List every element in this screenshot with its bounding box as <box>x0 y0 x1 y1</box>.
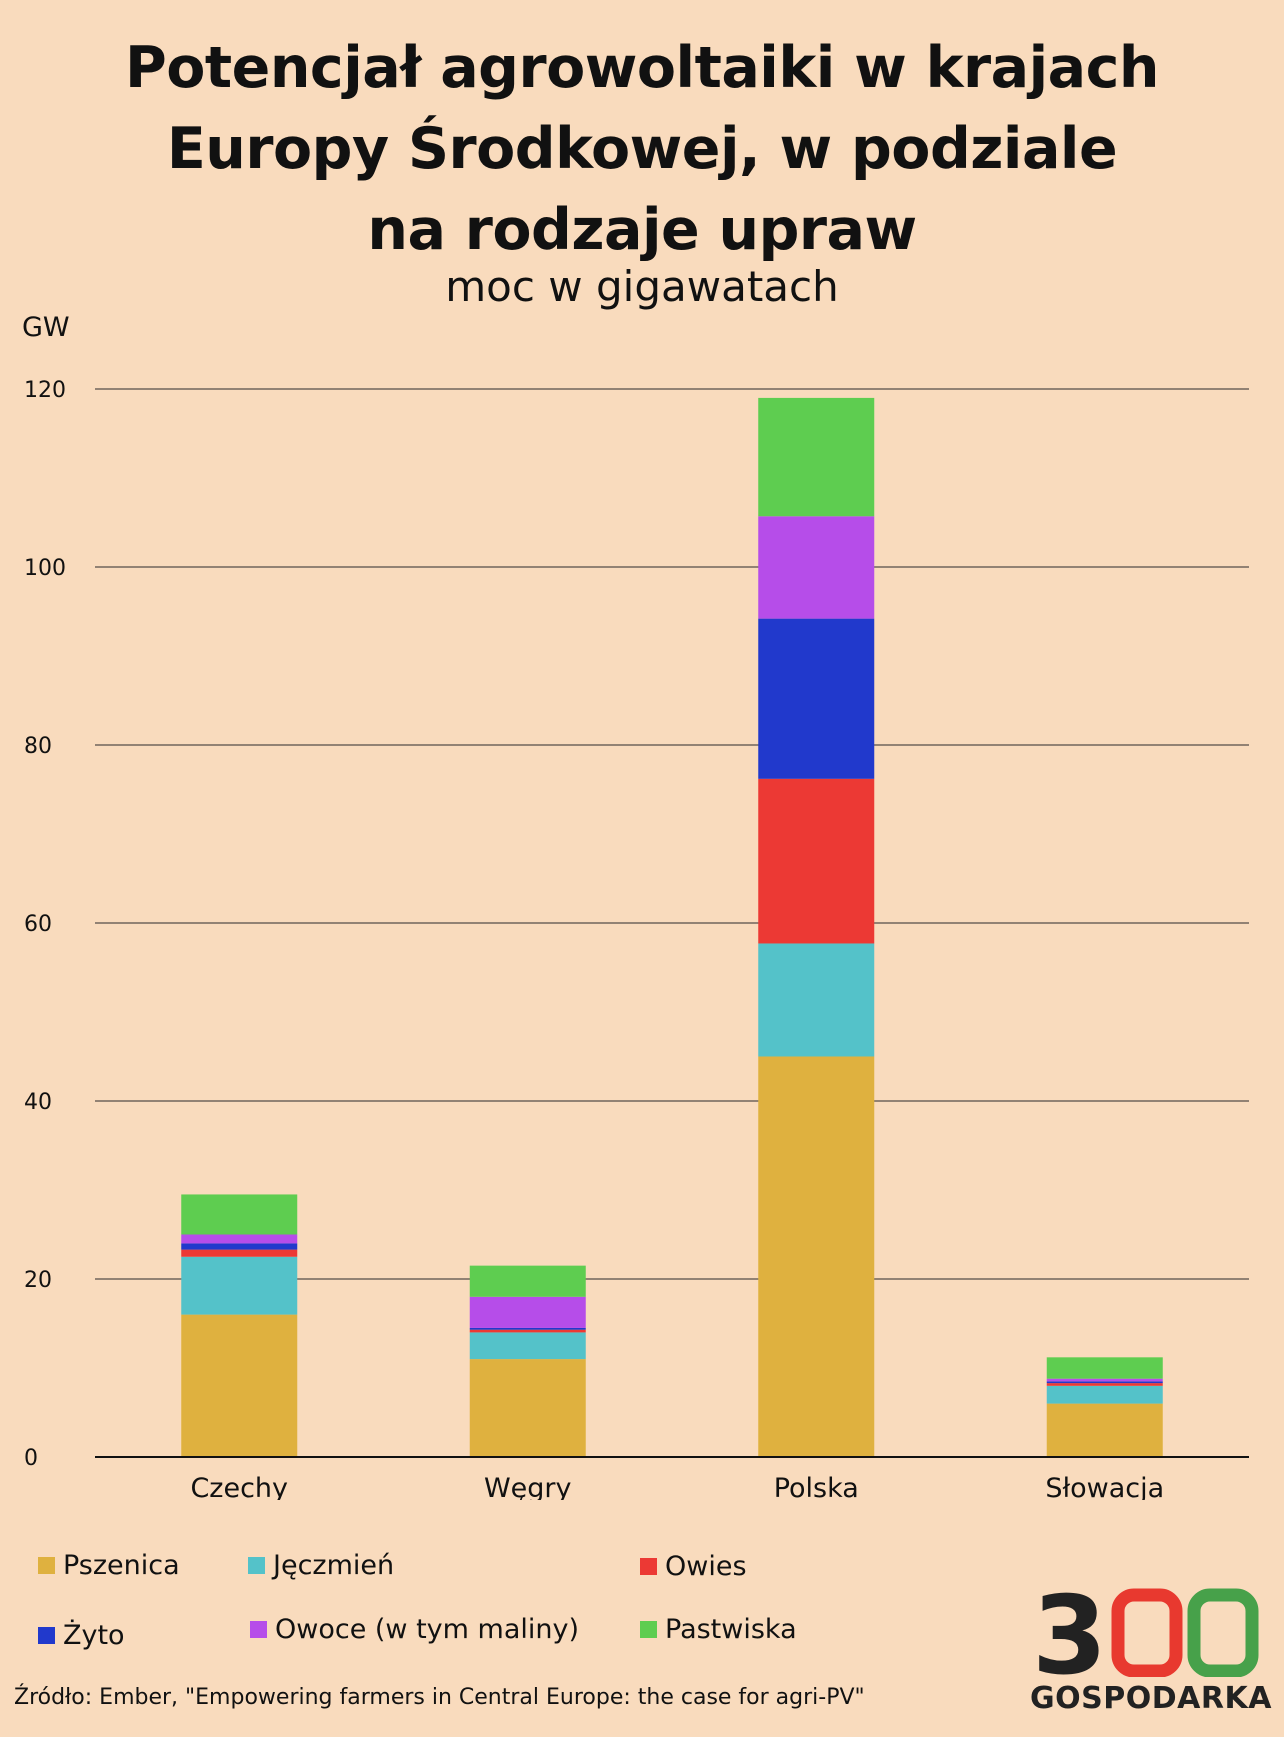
bar-segment <box>181 1194 298 1235</box>
bar-segment <box>469 1327 586 1330</box>
bar-segment <box>758 778 875 944</box>
legend-swatch <box>640 1620 657 1638</box>
publisher-logo: 3 GOSPODARKA <box>1030 1585 1272 1717</box>
chart-title: Potencjał agrowoltaiki w krajach Europy Ś… <box>125 35 1160 263</box>
legend-label: Pastwiska <box>665 1613 797 1645</box>
bar-segment <box>469 1359 586 1457</box>
bar-segment <box>1046 1403 1163 1457</box>
bar-segment <box>181 1243 298 1250</box>
legend-label: Żyto <box>63 1619 125 1651</box>
legend-item: Żyto <box>38 1617 125 1653</box>
y-tick-label: 80 <box>24 734 52 759</box>
logo-green-zero <box>1187 1588 1259 1677</box>
logo-300-mark: 3 <box>1032 1585 1259 1677</box>
legend-label: Pszenica <box>63 1549 180 1581</box>
legend-swatch <box>248 1556 265 1574</box>
bar-segment <box>1046 1383 1163 1386</box>
x-category-label: Węgry <box>484 1473 572 1500</box>
stacked-bar-chart: 0 20 40 60 80 100 120 GW Czechy Węgry Polska Słowac… <box>22 312 1249 1500</box>
legend-swatch <box>640 1557 657 1575</box>
bar-segment <box>1046 1357 1163 1379</box>
y-tick-label: 120 <box>24 378 66 403</box>
chart-subtitle: moc w gigawatach <box>445 262 839 311</box>
bar-segment <box>469 1265 586 1297</box>
legend-item: Owoce (w tym maliny) <box>250 1611 579 1647</box>
bar-segment <box>469 1296 586 1328</box>
legend-label: Owoce (w tym maliny) <box>275 1613 580 1645</box>
y-tick-label: 100 <box>24 556 66 581</box>
logo-red-zero <box>1111 1588 1183 1677</box>
y-axis-unit: GW <box>22 312 70 343</box>
bar-segment <box>758 943 875 1057</box>
legend-swatch <box>38 1556 55 1574</box>
bar-segment <box>1046 1385 1163 1404</box>
bar-segment <box>469 1329 586 1333</box>
legend-item: Owies <box>640 1548 747 1584</box>
bar-segment <box>758 397 875 517</box>
bar-segment <box>181 1314 298 1457</box>
legend-item: Pastwiska <box>640 1611 797 1647</box>
bar-segment <box>181 1234 298 1244</box>
y-tick-label: 60 <box>24 912 52 937</box>
logo-word: GOSPODARKA <box>1030 1681 1272 1716</box>
legend-swatch <box>38 1626 55 1644</box>
legend-label: Owies <box>665 1550 747 1582</box>
legend-item: Pszenica <box>38 1547 180 1583</box>
y-tick-label: 0 <box>24 1446 38 1471</box>
legend-swatch <box>250 1620 267 1638</box>
bar-segment <box>758 516 875 619</box>
bar-segment <box>758 618 875 779</box>
bar-segment <box>1046 1378 1163 1382</box>
legend-label: Jęczmień <box>273 1549 395 1581</box>
source-note: Źródło: Ember, "Empowering farmers in Ce… <box>14 1685 865 1710</box>
bar-segment <box>181 1249 298 1257</box>
bar-segment <box>1046 1381 1163 1384</box>
x-category-label: Słowacja <box>1045 1473 1164 1500</box>
x-category-label: Czechy <box>190 1473 288 1500</box>
bar-segment <box>758 1056 875 1457</box>
logo-digit-three: 3 <box>1032 1585 1107 1677</box>
y-tick-label: 40 <box>24 1090 52 1115</box>
x-category-label: Polska <box>774 1473 859 1500</box>
y-tick-label: 20 <box>24 1268 52 1293</box>
legend-item: Jęczmień <box>248 1547 394 1583</box>
bar-segment <box>181 1256 298 1315</box>
bar-segment <box>469 1332 586 1360</box>
